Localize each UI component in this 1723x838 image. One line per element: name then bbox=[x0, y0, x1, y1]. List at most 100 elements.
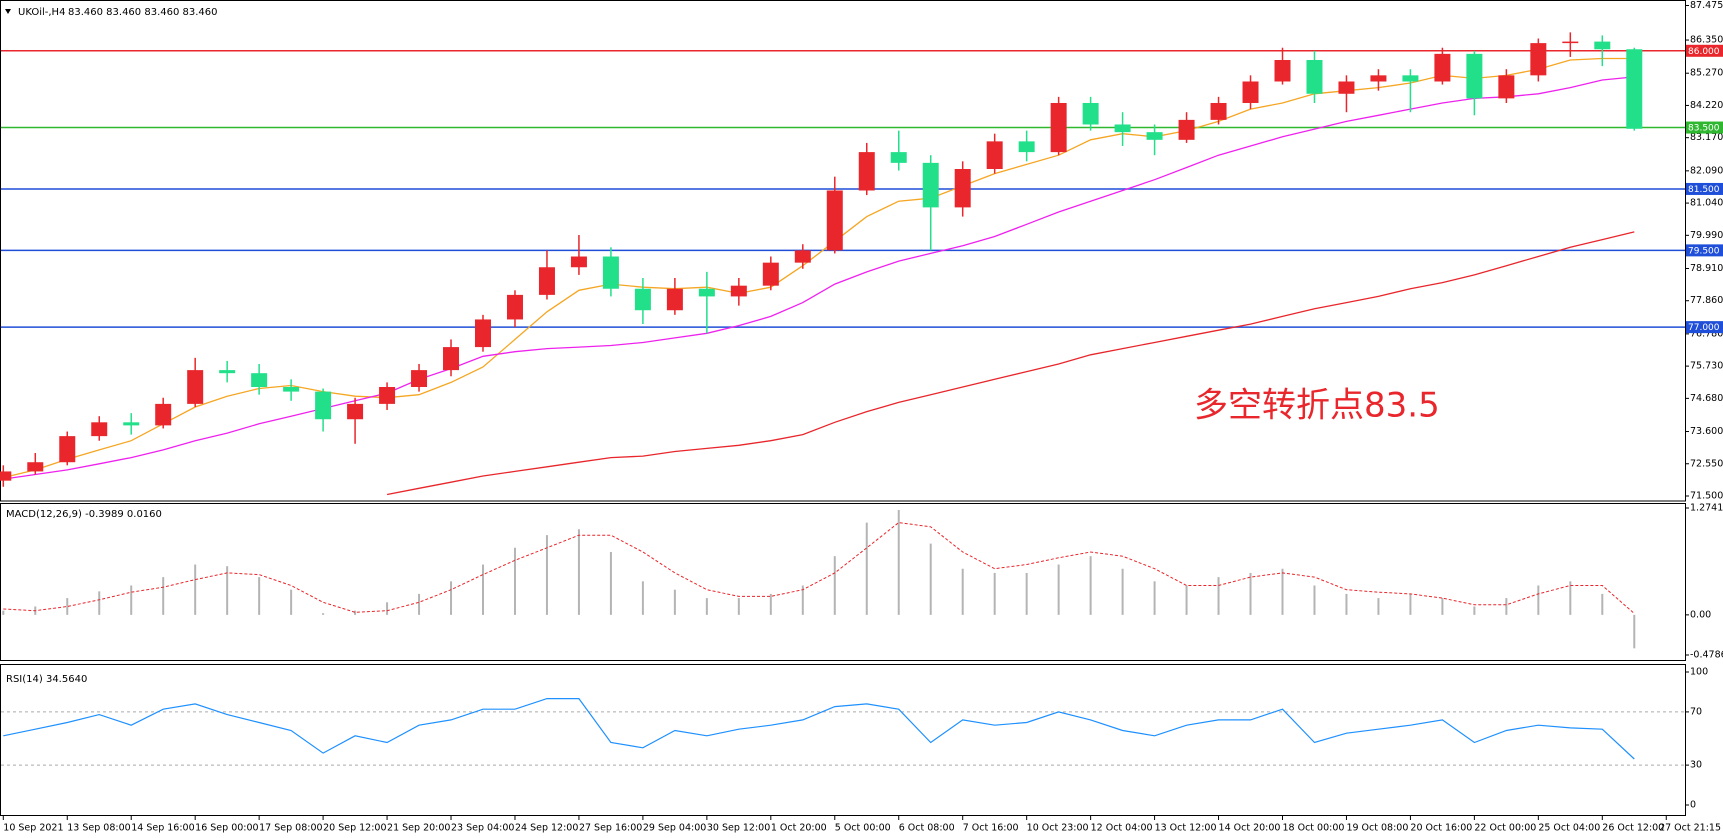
candle-body bbox=[1242, 81, 1259, 103]
y-tick-label: 72.550 bbox=[1690, 458, 1723, 469]
candle-body bbox=[0, 471, 12, 481]
candle-body bbox=[1626, 49, 1643, 129]
x-tick-label: 19 Oct 08:00 bbox=[1346, 823, 1408, 834]
candle-body bbox=[666, 288, 683, 311]
candle-body bbox=[283, 387, 300, 392]
candle-body bbox=[315, 391, 332, 420]
level-label: 79.500 bbox=[1688, 246, 1720, 256]
y-tick-label: 78.910 bbox=[1690, 263, 1723, 274]
candle-body bbox=[1466, 53, 1483, 99]
x-tick-label: 14 Oct 20:00 bbox=[1219, 823, 1281, 834]
x-tick-label: 17 Sep 08:00 bbox=[259, 823, 322, 834]
rsi-frame bbox=[0, 664, 1686, 816]
y-tick-label: 85.270 bbox=[1690, 68, 1723, 79]
y-tick-label: -0.4786 bbox=[1690, 650, 1723, 661]
moving-average bbox=[3, 57, 1635, 479]
y-tick-label: 77.860 bbox=[1690, 295, 1723, 306]
y-tick-label: 81.040 bbox=[1690, 198, 1723, 209]
x-tick-label: 12 Oct 04:00 bbox=[1091, 823, 1153, 834]
x-tick-label: 21 Sep 20:00 bbox=[387, 823, 450, 834]
candle-body bbox=[1082, 102, 1099, 125]
x-tick-label: 7 Oct 16:00 bbox=[963, 823, 1019, 834]
candle-body bbox=[954, 169, 971, 208]
y-tick-label: 100 bbox=[1690, 667, 1708, 678]
macd-frame bbox=[0, 503, 1686, 661]
candle-body bbox=[762, 262, 779, 286]
candle-body bbox=[1498, 75, 1515, 99]
level-label: 77.000 bbox=[1688, 323, 1720, 333]
candle-body bbox=[1530, 43, 1547, 76]
ohlc: 83.460 83.460 83.460 83.460 bbox=[68, 7, 218, 18]
candle-body bbox=[698, 288, 715, 297]
x-tick-label: 10 Oct 23:00 bbox=[1027, 823, 1089, 834]
x-tick-label: 1 Oct 20:00 bbox=[771, 823, 827, 834]
y-tick-label: 87.475 bbox=[1690, 0, 1723, 11]
candle-body bbox=[1434, 53, 1451, 82]
candle-body bbox=[347, 403, 364, 420]
x-tick-label: 27 Sep 16:00 bbox=[579, 823, 642, 834]
y-tick-label: 82.090 bbox=[1690, 165, 1723, 176]
level-label-box bbox=[1686, 321, 1723, 334]
candle-body bbox=[826, 190, 843, 251]
moving-average bbox=[3, 76, 1635, 480]
collapse-icon bbox=[5, 9, 11, 14]
level-label-box bbox=[1686, 44, 1723, 57]
level-label: 83.500 bbox=[1688, 124, 1720, 134]
candle-body bbox=[1050, 102, 1067, 153]
y-tick-label: 86.350 bbox=[1690, 35, 1723, 46]
candle-body bbox=[538, 267, 555, 295]
y-tick-label: 0.00 bbox=[1690, 609, 1711, 620]
x-tick-label: 20 Oct 16:00 bbox=[1410, 823, 1472, 834]
candle-body bbox=[27, 462, 44, 472]
y-tick-label: 1.2741 bbox=[1690, 503, 1723, 514]
candle-body bbox=[730, 285, 747, 297]
x-tick-label: 13 Sep 08:00 bbox=[67, 823, 130, 834]
y-tick-label: 30 bbox=[1690, 760, 1702, 771]
candle-body bbox=[1402, 75, 1419, 82]
y-tick-label: 75.730 bbox=[1690, 361, 1723, 372]
candle-body bbox=[1146, 132, 1163, 140]
candle-body bbox=[1370, 75, 1387, 82]
level-label-box bbox=[1686, 121, 1723, 134]
annotation: 多空转折点83.5 bbox=[1194, 386, 1440, 426]
moving-average bbox=[386, 231, 1635, 496]
candle-body bbox=[123, 422, 140, 426]
x-tick-label: 30 Sep 12:00 bbox=[707, 823, 770, 834]
candle-body bbox=[59, 436, 76, 463]
candle-body bbox=[794, 250, 811, 263]
x-tick-label: 18 Oct 00:00 bbox=[1283, 823, 1345, 834]
level-label-box bbox=[1686, 244, 1723, 257]
candle-body bbox=[506, 294, 523, 320]
candle-body bbox=[1274, 60, 1291, 82]
x-tick-label: 16 Sep 00:00 bbox=[195, 823, 258, 834]
candle-body bbox=[858, 152, 875, 191]
candle-body bbox=[187, 370, 204, 404]
candle-body bbox=[1210, 102, 1227, 120]
level-label: 86.000 bbox=[1688, 47, 1720, 57]
candle-body bbox=[1338, 81, 1355, 94]
x-tick-label: 22 Oct 00:00 bbox=[1474, 823, 1536, 834]
candle-body bbox=[155, 403, 172, 426]
y-tick-label: 79.990 bbox=[1690, 230, 1723, 241]
x-tick-label: 24 Sep 12:00 bbox=[515, 823, 578, 834]
candle-body bbox=[890, 152, 907, 163]
candle-body bbox=[922, 162, 939, 208]
x-tick-label: 23 Sep 04:00 bbox=[451, 823, 514, 834]
candle-body bbox=[91, 422, 108, 437]
candle-body bbox=[986, 141, 1003, 169]
y-tick-label: 84.220 bbox=[1690, 100, 1723, 111]
candle-body bbox=[1018, 141, 1035, 153]
rsi-title: RSI(14) 34.5640 bbox=[6, 674, 87, 685]
candle-body bbox=[1114, 124, 1131, 133]
candle-body bbox=[443, 347, 460, 371]
y-tick-label: 76.780 bbox=[1690, 328, 1723, 339]
price-frame bbox=[0, 0, 1686, 502]
y-tick-label: 73.600 bbox=[1690, 426, 1723, 437]
rsi-line bbox=[3, 698, 1635, 760]
x-tick-label: 20 Sep 12:00 bbox=[323, 823, 386, 834]
candle-body bbox=[1594, 41, 1611, 50]
candle-body bbox=[219, 370, 236, 374]
candle-body bbox=[411, 370, 428, 387]
